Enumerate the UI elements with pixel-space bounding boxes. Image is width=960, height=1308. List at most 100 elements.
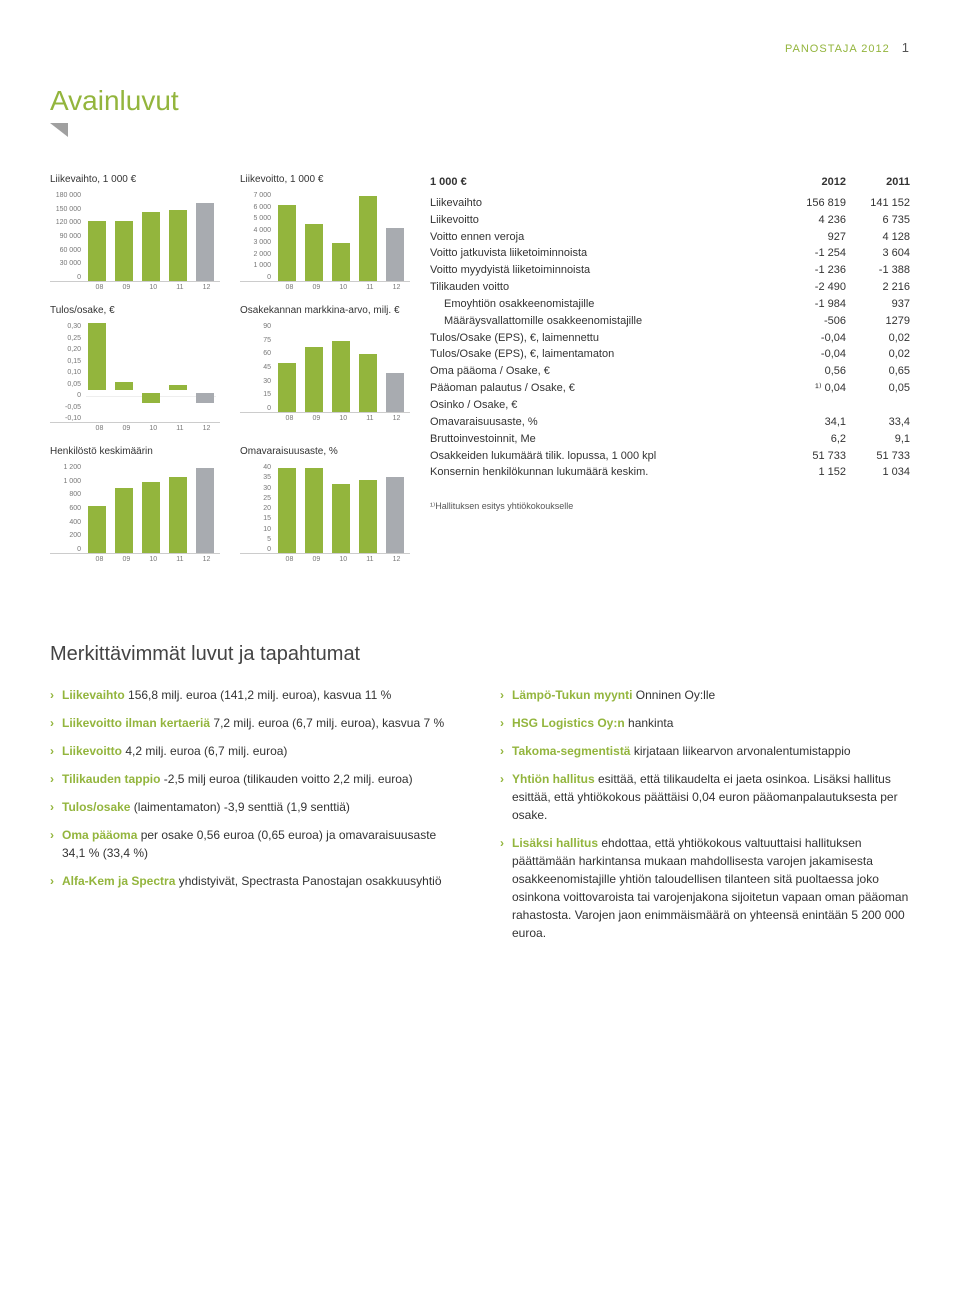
row-2012: 927	[782, 230, 846, 245]
bar	[305, 347, 323, 412]
row-label: Voitto jatkuvista liiketoiminnoista	[430, 246, 782, 261]
bullet-highlight: Liikevaihto	[62, 688, 125, 702]
bullet-highlight: Alfa-Kem ja Spectra	[62, 874, 175, 888]
row-2012: 4 236	[782, 213, 846, 228]
bullet-text: yhdistyivät, Spectrasta Panostajan osakk…	[175, 874, 441, 888]
bar	[359, 196, 377, 281]
page-title: Avainluvut	[50, 85, 910, 117]
bar	[305, 468, 323, 553]
row-2012: 6,2	[782, 432, 846, 447]
bar	[386, 373, 404, 412]
chart-2: Tulos/osake, €0,300,250,200,150,100,050-…	[50, 305, 220, 432]
bullet-item: Tilikauden tappio -2,5 milj euroa (tilik…	[50, 770, 460, 788]
bar	[278, 468, 296, 553]
table-row: Osakkeiden lukumäärä tilik. lopussa, 1 0…	[430, 448, 910, 465]
row-2012: -1 984	[782, 297, 846, 312]
bullet-text: 7,2 milj. euroa (6,7 milj. euroa), kasvu…	[210, 716, 444, 730]
chart-4: Henkilöstö keskimäärin1 2001 00080060040…	[50, 446, 220, 563]
row-2011: 1 034	[846, 465, 910, 480]
bullets-left: Liikevaihto 156,8 milj. euroa (141,2 mil…	[50, 686, 460, 952]
chart-5: Omavaraisuusaste, %403530252015105008091…	[240, 446, 410, 563]
bar	[169, 477, 187, 553]
bullet-item: Liikevoitto ilman kertaeriä 7,2 milj. eu…	[50, 714, 460, 732]
row-2011: -1 388	[846, 263, 910, 278]
bar	[169, 210, 187, 281]
chart-1: Liikevoitto, 1 000 €7 0006 0005 0004 000…	[240, 174, 410, 291]
page-number: 1	[902, 40, 910, 55]
bar	[386, 228, 404, 281]
table-header-row: 1 000 € 2012 2011	[430, 174, 910, 191]
row-label: Bruttoinvestoinnit, Me	[430, 432, 782, 447]
row-label: Tilikauden voitto	[430, 280, 782, 295]
bar	[305, 224, 323, 281]
row-label: Voitto myydyistä liiketoiminnoista	[430, 263, 782, 278]
bar	[359, 354, 377, 412]
table-row: Omavaraisuusaste, %34,133,4	[430, 414, 910, 431]
row-2011: 0,02	[846, 331, 910, 346]
th-2011: 2011	[846, 175, 910, 190]
table-row: Liikevoitto4 2366 735	[430, 212, 910, 229]
page-header: PANOSTAJA 2012 1	[50, 40, 910, 55]
th-label: 1 000 €	[430, 175, 782, 190]
row-label: Osakkeiden lukumäärä tilik. lopussa, 1 0…	[430, 449, 782, 464]
bullet-highlight: Tulos/osake	[62, 800, 130, 814]
table-row: Voitto ennen veroja9274 128	[430, 229, 910, 246]
row-2012: 34,1	[782, 415, 846, 430]
bar	[115, 488, 133, 553]
row-2012: 156 819	[782, 196, 846, 211]
charts-left: Liikevaihto, 1 000 €180 000150 000120 00…	[50, 174, 410, 563]
bar	[142, 393, 160, 403]
row-2011: 0,02	[846, 347, 910, 362]
bar	[169, 385, 187, 390]
bullet-highlight: Takoma-segmentistä	[512, 744, 630, 758]
chart-0: Liikevaihto, 1 000 €180 000150 000120 00…	[50, 174, 220, 291]
bar	[278, 363, 296, 412]
bar	[332, 341, 350, 412]
chart-title: Liikevaihto, 1 000 €	[50, 174, 220, 186]
bullet-highlight: Oma pääoma	[62, 828, 137, 842]
bar	[278, 205, 296, 281]
row-2012: -0,04	[782, 347, 846, 362]
bullet-highlight: Lämpö-Tukun myynti	[512, 688, 632, 702]
bar	[196, 468, 214, 553]
table-row: Bruttoinvestoinnit, Me6,29,1	[430, 431, 910, 448]
bullet-item: Takoma-segmentistä kirjataan liikearvon …	[500, 742, 910, 760]
row-label: Tulos/Osake (EPS), €, laimentamaton	[430, 347, 782, 362]
row-2012	[782, 398, 846, 413]
highlights-section: Merkittävimmät luvut ja tapahtumat Liike…	[50, 643, 910, 952]
row-2011: 33,4	[846, 415, 910, 430]
bullet-highlight: HSG Logistics Oy:n	[512, 716, 625, 730]
bar	[142, 212, 160, 281]
row-label: Emoyhtiön osakkeenomistajille	[430, 297, 782, 312]
bullet-highlight: Liikevoitto	[62, 744, 122, 758]
row-2011: 1279	[846, 314, 910, 329]
page: PANOSTAJA 2012 1 Avainluvut Liikevaihto,…	[0, 0, 960, 1012]
chart-title: Henkilöstö keskimäärin	[50, 446, 220, 458]
triangle-decoration	[50, 123, 68, 137]
bar	[115, 221, 133, 281]
row-2011: 9,1	[846, 432, 910, 447]
table-body: Liikevaihto156 819141 152Liikevoitto4 23…	[430, 195, 910, 481]
bar	[88, 323, 106, 390]
bullet-item: Liikevaihto 156,8 milj. euroa (141,2 mil…	[50, 686, 460, 704]
chart-title: Osakekannan markkina-arvo, milj. €	[240, 305, 410, 317]
bullet-item: Lämpö-Tukun myynti Onninen Oy:lle	[500, 686, 910, 704]
bar	[142, 482, 160, 553]
row-label: Tulos/Osake (EPS), €, laimennettu	[430, 331, 782, 346]
section-title: Merkittävimmät luvut ja tapahtumat	[50, 643, 910, 666]
table-row: Tilikauden voitto-2 4902 216	[430, 279, 910, 296]
table-row: Tulos/Osake (EPS), €, laimentamaton-0,04…	[430, 346, 910, 363]
bullets: Liikevaihto 156,8 milj. euroa (141,2 mil…	[50, 686, 910, 952]
row-label: Omavaraisuusaste, %	[430, 415, 782, 430]
row-2011: 6 735	[846, 213, 910, 228]
table-row: Osinko / Osake, €	[430, 397, 910, 414]
chart-3: Osakekannan markkina-arvo, milj. €907560…	[240, 305, 410, 432]
bar	[196, 393, 214, 403]
row-label: Liikevoitto	[430, 213, 782, 228]
bullet-text: kirjataan liikearvon arvonalentumistappi…	[630, 744, 850, 758]
row-2011: 937	[846, 297, 910, 312]
row-2012: 0,56	[782, 364, 846, 379]
chart-title: Tulos/osake, €	[50, 305, 220, 317]
chart-title: Liikevoitto, 1 000 €	[240, 174, 410, 186]
row-2011: 51 733	[846, 449, 910, 464]
